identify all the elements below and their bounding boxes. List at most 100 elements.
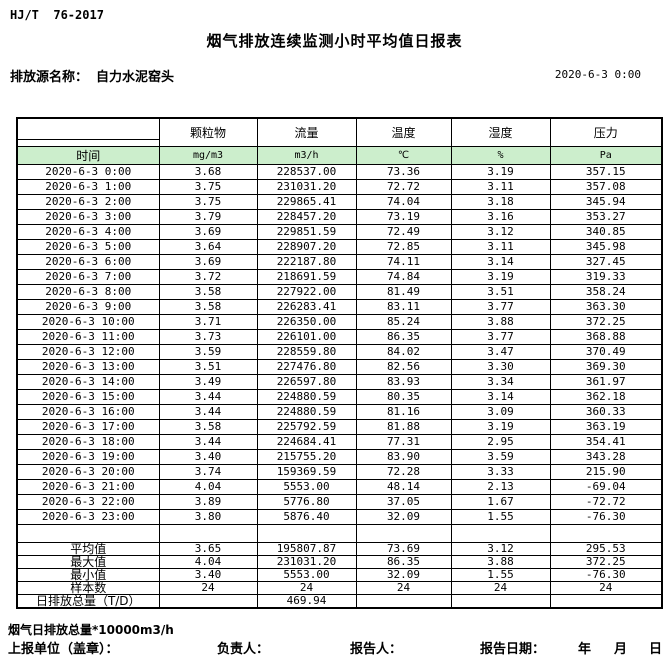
humidity-value-cell: 3.30: [450, 359, 551, 375]
reporter-label: 报告人：: [350, 642, 403, 657]
pressure-value-cell: 345.94: [549, 194, 663, 210]
day-label: 日: [649, 642, 663, 657]
pm-value-cell: 3.74: [158, 464, 258, 480]
pm-value-cell: 3.64: [158, 239, 258, 255]
table-row: 2020-6-3 13:00 3.51 227476.80 82.56 3.30…: [16, 359, 663, 375]
time-cell: 2020-6-3 4:00: [16, 224, 160, 240]
summary-row: 样本数 24 24 24 24 24: [16, 581, 663, 595]
humidity-value-cell: 24: [450, 581, 551, 595]
table-row: 2020-6-3 5:00 3.64 228907.20 72.85 3.11 …: [16, 239, 663, 255]
flow-value-cell: 229851.59: [256, 224, 357, 240]
time-cell: 2020-6-3 9:00: [16, 299, 160, 315]
source-label: 排放源名称：: [10, 70, 89, 85]
summary-rows: 平均值 3.65 195807.87 73.69 3.12 295.53 最大值…: [16, 542, 663, 609]
temperature-value-cell: 32.09: [355, 509, 452, 525]
column-header-pressure: 压力: [549, 117, 663, 147]
table-row: 2020-6-3 20:00 3.74 159369.59 72.28 3.33…: [16, 464, 663, 480]
table-row: 2020-6-3 3:00 3.79 228457.20 73.19 3.16 …: [16, 209, 663, 225]
temperature-value-cell: 72.72: [355, 179, 452, 195]
summary-row: 日排放总量（T/D） 469.94: [16, 594, 663, 609]
month-label: 月: [614, 642, 628, 657]
table-row: 2020-6-3 22:00 3.89 5776.80 37.05 1.67 -…: [16, 494, 663, 510]
report-datetime: 2020-6-3 0:00: [554, 68, 641, 81]
humidity-value-cell: 1.55: [450, 568, 551, 582]
pressure-value-cell: 327.45: [549, 254, 663, 270]
temperature-value-cell: 82.56: [355, 359, 452, 375]
flow-value-cell: 226350.00: [256, 314, 357, 330]
pm-value-cell: 3.58: [158, 419, 258, 435]
pm-value-cell: 3.58: [158, 284, 258, 300]
pm-value-cell: 3.65: [158, 542, 258, 556]
pressure-value-cell: 363.30: [549, 299, 663, 315]
temperature-value-cell: 85.24: [355, 314, 452, 330]
unit-cell-flow: m3/h: [256, 146, 357, 165]
flow-value-cell: 224880.59: [256, 389, 357, 405]
humidity-value-cell: 3.33: [450, 464, 551, 480]
summary-label-cell: 最小值: [16, 568, 160, 582]
time-cell: 2020-6-3 3:00: [16, 209, 160, 225]
pressure-value-cell: 372.25: [549, 314, 663, 330]
flow-value-cell: 5876.40: [256, 509, 357, 525]
summary-label-cell: 样本数: [16, 581, 160, 595]
data-rows: 2020-6-3 0:00 3.68 228537.00 73.36 3.19 …: [16, 164, 663, 525]
pm-value-cell: 3.72: [158, 269, 258, 285]
flow-value-cell: 226101.00: [256, 329, 357, 345]
humidity-value-cell: [450, 594, 551, 609]
temperature-value-cell: 86.35: [355, 329, 452, 345]
pm-value-cell: 3.40: [158, 568, 258, 582]
time-header-spacer-bottom: [16, 139, 160, 147]
table-row: 2020-6-3 9:00 3.58 226283.41 83.11 3.77 …: [16, 299, 663, 315]
table-row: 2020-6-3 1:00 3.75 231031.20 72.72 3.11 …: [16, 179, 663, 195]
time-header: 时间: [16, 146, 160, 165]
pressure-value-cell: -72.72: [549, 494, 663, 510]
pressure-value-cell: [549, 594, 663, 609]
pm-value-cell: 3.80: [158, 509, 258, 525]
temperature-value-cell: 84.02: [355, 344, 452, 360]
humidity-value-cell: 3.77: [450, 299, 551, 315]
humidity-value-cell: 1.55: [450, 509, 551, 525]
pressure-value-cell: 369.30: [549, 359, 663, 375]
footer-note: 烟气日排放总量*10000m3/h: [8, 623, 174, 637]
time-cell: 2020-6-3 16:00: [16, 404, 160, 420]
flow-value-cell: 215755.20: [256, 449, 357, 465]
temperature-value-cell: 74.11: [355, 254, 452, 270]
column-header-humidity: 湿度: [450, 117, 551, 147]
unit-header-row: 时间 mg/m3 m3/h ℃ % Pa: [16, 146, 663, 165]
pm-value-cell: 3.79: [158, 209, 258, 225]
pressure-value-cell: 362.18: [549, 389, 663, 405]
time-cell: 2020-6-3 23:00: [16, 509, 160, 525]
pressure-value-cell: 319.33: [549, 269, 663, 285]
humidity-value-cell: 3.14: [450, 254, 551, 270]
time-cell: 2020-6-3 17:00: [16, 419, 160, 435]
pressure-value-cell: 361.97: [549, 374, 663, 390]
temperature-value-cell: 77.31: [355, 434, 452, 450]
table-row: 2020-6-3 8:00 3.58 227922.00 81.49 3.51 …: [16, 284, 663, 300]
table-row: 2020-6-3 0:00 3.68 228537.00 73.36 3.19 …: [16, 164, 663, 180]
pressure-value-cell: 370.49: [549, 344, 663, 360]
report-date-label: 报告日期：: [480, 642, 546, 657]
column-header-temperature: 温度: [355, 117, 452, 147]
pressure-value-cell: 24: [549, 581, 663, 595]
humidity-value-cell: 3.34: [450, 374, 551, 390]
temperature-value-cell: 74.84: [355, 269, 452, 285]
humidity-value-cell: 3.11: [450, 239, 551, 255]
time-header-spacer-top: [16, 117, 160, 140]
flow-value-cell: 5553.00: [256, 568, 357, 582]
pressure-value-cell: 357.15: [549, 164, 663, 180]
pm-value-cell: 3.58: [158, 299, 258, 315]
unit-cell-pressure: Pa: [549, 146, 663, 165]
report-table: 颗粒物 流量 温度 湿度 压力 时间 mg/m3 m3/h ℃ % Pa 202…: [16, 117, 663, 609]
table-row: 2020-6-3 16:00 3.44 224880.59 81.16 3.09…: [16, 404, 663, 420]
table-row: 2020-6-3 14:00 3.49 226597.80 83.93 3.34…: [16, 374, 663, 390]
temperature-value-cell: 81.88: [355, 419, 452, 435]
source-name: 自力水泥窑头: [96, 70, 175, 85]
pressure-value-cell: 345.98: [549, 239, 663, 255]
time-cell: 2020-6-3 2:00: [16, 194, 160, 210]
time-cell: 2020-6-3 11:00: [16, 329, 160, 345]
time-cell: 2020-6-3 13:00: [16, 359, 160, 375]
year-label: 年: [578, 642, 592, 657]
pm-value-cell: 3.75: [158, 179, 258, 195]
time-cell: 2020-6-3 14:00: [16, 374, 160, 390]
pm-value-cell: 3.51: [158, 359, 258, 375]
